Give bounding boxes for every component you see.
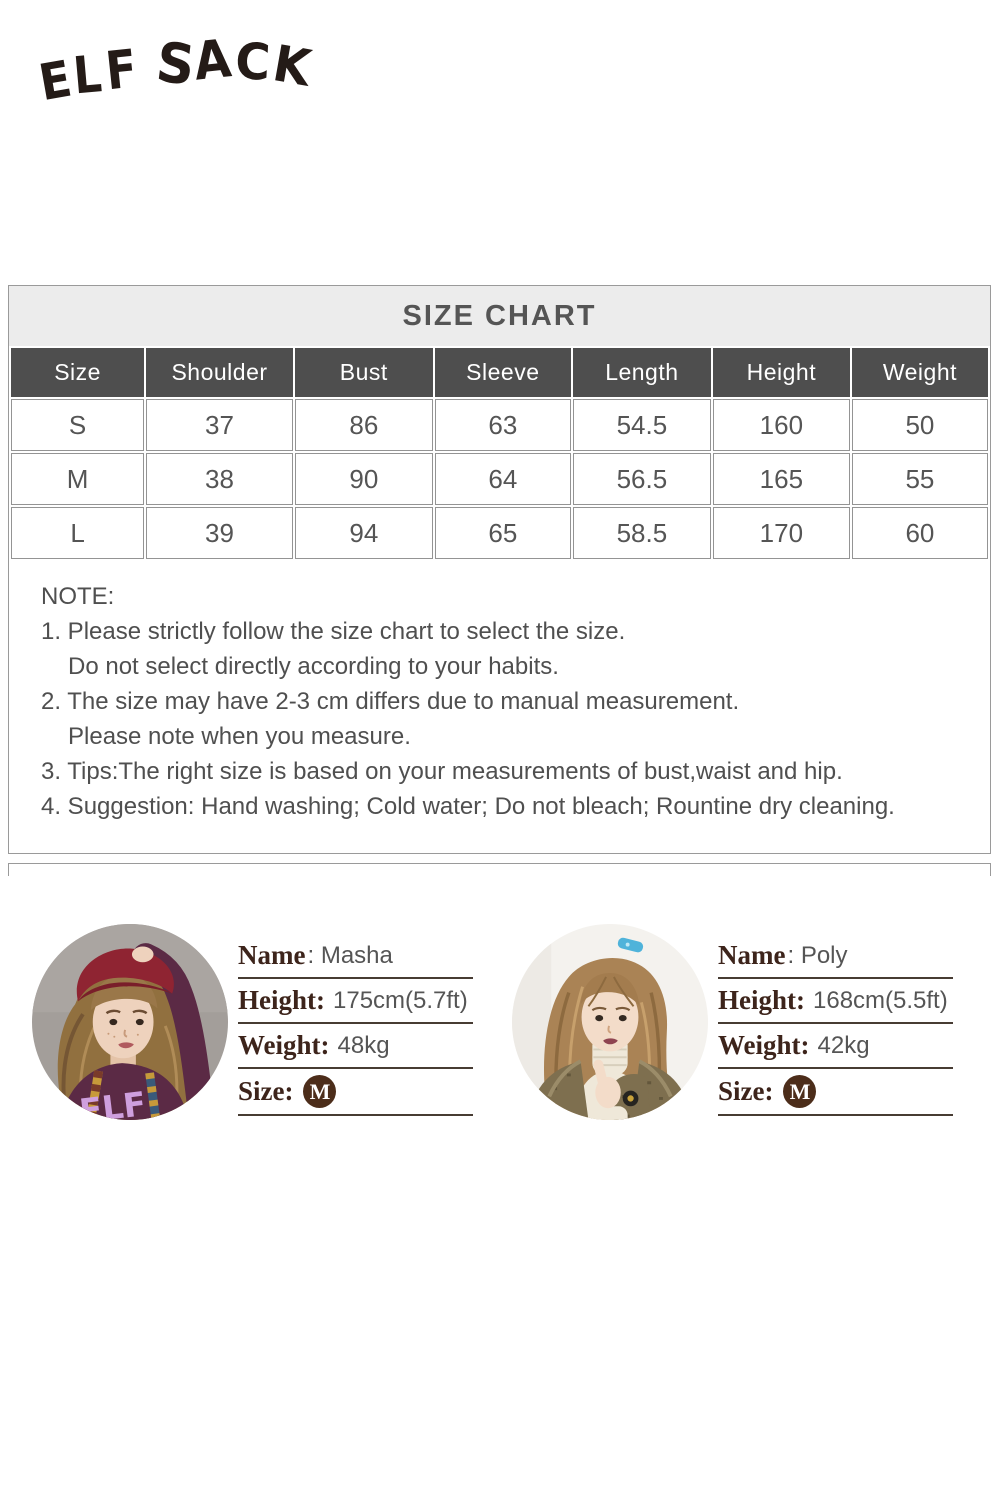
note-line: Do not select directly according to your…	[68, 653, 559, 680]
cell: 63	[434, 399, 571, 451]
name-value: : Poly	[787, 941, 848, 969]
cell: 60	[851, 507, 988, 559]
column-header-sleeve: Sleeve	[434, 348, 571, 397]
logo-letter: L	[71, 44, 106, 106]
cell: 170	[712, 507, 850, 559]
cell: S	[11, 399, 145, 451]
size-table: Size Shoulder Bust Sleeve Length Height …	[9, 346, 990, 561]
info-row-weight: Weight: 42kg	[718, 1024, 953, 1069]
poly-info: Name : Poly Height: 168cm(5.5ft) Weight:…	[718, 934, 953, 1116]
cell: 160	[712, 399, 850, 451]
column-header-length: Length	[572, 348, 711, 397]
height-value: 168cm(5.5ft)	[813, 986, 948, 1014]
info-row-height: Height: 175cm(5.7ft)	[238, 979, 473, 1024]
info-row-height: Height: 168cm(5.5ft)	[718, 979, 953, 1024]
table-row-s: S 37 86 63 54.5 160 50	[11, 399, 988, 451]
logo-letter: E	[34, 49, 77, 113]
size-label: Size:	[238, 1076, 294, 1106]
size-badge: M	[303, 1075, 337, 1108]
size-table-header-row: Size Shoulder Bust Sleeve Length Height …	[11, 348, 988, 397]
column-header-bust: Bust	[294, 348, 433, 397]
column-header-size: Size	[11, 348, 145, 397]
cell: 90	[294, 453, 433, 505]
note-line: 3. Tips:The right size is based on your …	[41, 758, 843, 785]
cell: 37	[146, 399, 293, 451]
info-row-name: Name : Masha	[238, 934, 473, 979]
logo-letter: K	[268, 34, 316, 98]
name-value: : Masha	[307, 941, 393, 969]
info-row-name: Name : Poly	[718, 934, 953, 979]
masha-photo: ELF	[32, 924, 228, 1120]
note-line: 2. The size may have 2-3 cm differs due …	[41, 688, 740, 715]
weight-label: Weight:	[718, 1030, 810, 1060]
cell: 94	[294, 507, 433, 559]
info-row-weight: Weight: 48kg	[238, 1024, 473, 1069]
note-line: 4. Suggestion: Hand washing; Cold water;…	[41, 793, 895, 820]
masha-info: Name : Masha Height: 175cm(5.7ft) Weight…	[238, 934, 473, 1116]
info-row-size: Size: M	[718, 1069, 953, 1116]
cell: 50	[851, 399, 988, 451]
height-label: Height:	[718, 985, 805, 1015]
note-heading: NOTE:	[41, 583, 115, 610]
cell: 56.5	[572, 453, 711, 505]
column-header-height: Height	[712, 348, 850, 397]
note-line: Please note when you measure.	[68, 723, 411, 750]
logo-letter: A	[191, 27, 236, 93]
logo-letter: C	[233, 32, 273, 92]
height-label: Height:	[238, 985, 325, 1015]
cell: M	[11, 453, 145, 505]
cell: 64	[434, 453, 571, 505]
cell: 86	[294, 399, 433, 451]
cell: L	[11, 507, 145, 559]
info-row-size: Size: M	[238, 1069, 473, 1116]
column-header-weight: Weight	[851, 348, 988, 397]
weight-value: 42kg	[817, 1031, 870, 1059]
note-section: NOTE: 1. Please strictly follow the size…	[9, 561, 990, 853]
weight-label: Weight:	[238, 1030, 330, 1060]
size-badge: M	[783, 1075, 817, 1108]
cell: 39	[146, 507, 293, 559]
name-label: Name	[718, 940, 786, 970]
elfsack-logo: ELF SACK	[35, 28, 316, 112]
table-row-m: M 38 90 64 56.5 165 55	[11, 453, 988, 505]
cell: 165	[712, 453, 850, 505]
note-line: 1. Please strictly follow the size chart…	[41, 618, 626, 645]
height-value: 175cm(5.7ft)	[333, 986, 468, 1014]
name-label: Name	[238, 940, 306, 970]
size-label: Size:	[718, 1076, 774, 1106]
logo-letter: F	[102, 38, 141, 102]
weight-value: 48kg	[337, 1031, 390, 1059]
table-row-l: L 39 94 65 58.5 170 60	[11, 507, 988, 559]
size-chart-title: SIZE CHART	[9, 286, 990, 346]
cropped-box-stub	[8, 863, 991, 876]
cell: 58.5	[572, 507, 711, 559]
column-header-shoulder: Shoulder	[146, 348, 293, 397]
size-chart-box: SIZE CHART Size Shoulder Bust Sleeve Len…	[8, 285, 991, 854]
cell: 65	[434, 507, 571, 559]
cell: 55	[851, 453, 988, 505]
cell: 38	[146, 453, 293, 505]
masha-portrait-illustration: ELF	[32, 924, 228, 1120]
poly-photo	[512, 924, 708, 1120]
poly-portrait-illustration	[512, 924, 708, 1120]
cell: 54.5	[572, 399, 711, 451]
